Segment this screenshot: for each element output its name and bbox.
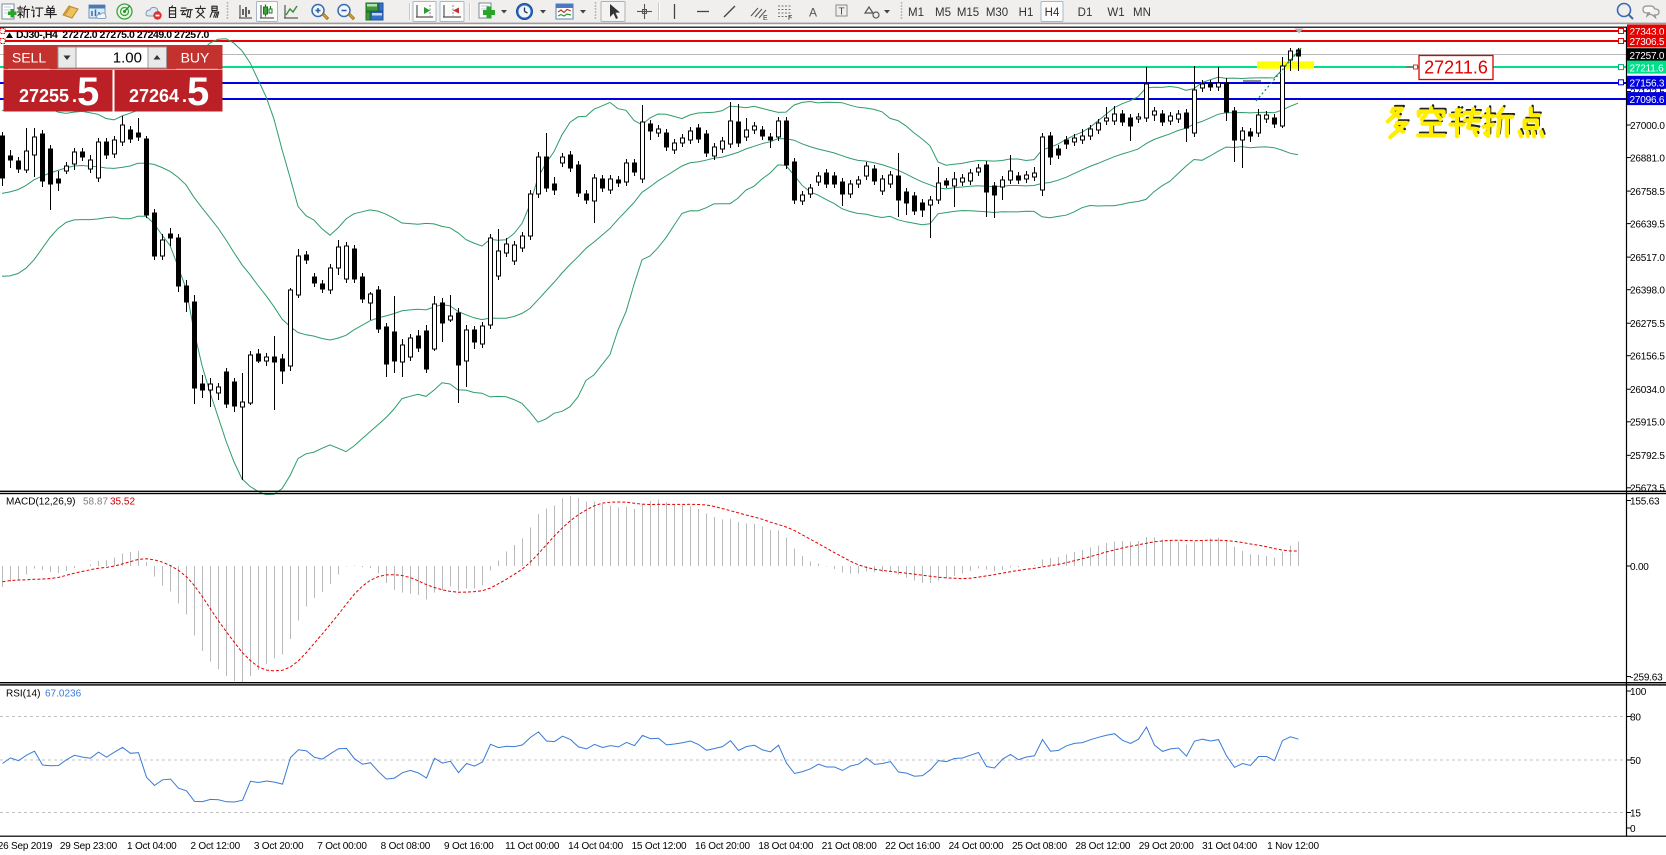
svg-text:3 Oct 20:00: 3 Oct 20:00 xyxy=(254,841,304,852)
svg-text:58.87: 58.87 xyxy=(83,497,108,508)
svg-text:26275.5: 26275.5 xyxy=(1630,319,1665,330)
svg-text:0.00: 0.00 xyxy=(1630,562,1649,573)
svg-text:9 Oct 16:00: 9 Oct 16:00 xyxy=(444,841,494,852)
svg-text:29 Oct 20:00: 29 Oct 20:00 xyxy=(1139,841,1194,852)
svg-text:26881.0: 26881.0 xyxy=(1630,153,1665,164)
svg-text:29 Sep 23:00: 29 Sep 23:00 xyxy=(60,841,118,852)
svg-text:27255: 27255 xyxy=(19,86,69,106)
svg-text:15: 15 xyxy=(1630,808,1641,819)
svg-text:22 Oct 16:00: 22 Oct 16:00 xyxy=(885,841,940,852)
svg-text:26639.5: 26639.5 xyxy=(1630,219,1665,230)
svg-text:27306.5: 27306.5 xyxy=(1630,37,1665,48)
svg-text:M15: M15 xyxy=(957,7,979,19)
svg-text:SELL: SELL xyxy=(12,50,46,66)
svg-text:1.00: 1.00 xyxy=(113,50,142,67)
svg-text:1 Oct 04:00: 1 Oct 04:00 xyxy=(127,841,177,852)
svg-text:27156.3: 27156.3 xyxy=(1630,79,1665,90)
svg-text:80: 80 xyxy=(1630,712,1641,723)
svg-text:18 Oct 04:00: 18 Oct 04:00 xyxy=(758,841,813,852)
svg-text:DJ30-,H4 27272.0 27275.0 2724: DJ30-,H4 27272.0 27275.0 27249.0 27257.0 xyxy=(16,29,210,41)
svg-text:11 Oct 00:00: 11 Oct 00:00 xyxy=(505,841,560,852)
svg-text:25673.5: 25673.5 xyxy=(1630,484,1665,495)
svg-text:M30: M30 xyxy=(986,7,1008,19)
svg-text:D1: D1 xyxy=(1078,7,1093,19)
svg-text:0: 0 xyxy=(1630,824,1636,835)
svg-text:100: 100 xyxy=(1630,687,1647,698)
svg-text:M1: M1 xyxy=(908,7,924,19)
svg-text:BUY: BUY xyxy=(181,50,210,66)
svg-text:27264: 27264 xyxy=(129,86,179,106)
svg-text:1 Nov 12:00: 1 Nov 12:00 xyxy=(1267,841,1319,852)
svg-text:27257.0: 27257.0 xyxy=(1630,51,1665,62)
svg-text:26517.0: 26517.0 xyxy=(1630,253,1665,264)
svg-text:27343.0: 27343.0 xyxy=(1630,27,1665,38)
svg-text:5: 5 xyxy=(187,70,209,114)
svg-text:50: 50 xyxy=(1630,756,1641,767)
svg-text:26034.0: 26034.0 xyxy=(1630,385,1665,396)
svg-text:F: F xyxy=(788,15,792,22)
svg-text:14 Oct 04:00: 14 Oct 04:00 xyxy=(568,841,623,852)
svg-text:2 Oct 12:00: 2 Oct 12:00 xyxy=(190,841,240,852)
svg-text:E: E xyxy=(763,15,768,22)
svg-text:MN: MN xyxy=(1133,7,1151,19)
svg-text:21 Oct 08:00: 21 Oct 08:00 xyxy=(822,841,877,852)
svg-text:7 Oct 00:00: 7 Oct 00:00 xyxy=(317,841,367,852)
svg-text:26398.0: 26398.0 xyxy=(1630,286,1665,297)
svg-text:M5: M5 xyxy=(935,7,951,19)
svg-text:27096.6: 27096.6 xyxy=(1630,95,1665,106)
svg-text:-259.63: -259.63 xyxy=(1630,672,1663,683)
svg-text:8 Oct 08:00: 8 Oct 08:00 xyxy=(381,841,431,852)
svg-text:26156.5: 26156.5 xyxy=(1630,352,1665,363)
svg-text:MACD(12,26,9): MACD(12,26,9) xyxy=(6,497,75,508)
svg-text:.: . xyxy=(72,86,77,106)
svg-text:24 Oct 00:00: 24 Oct 00:00 xyxy=(949,841,1004,852)
svg-text:31 Oct 04:00: 31 Oct 04:00 xyxy=(1202,841,1257,852)
svg-text:28 Oct 12:00: 28 Oct 12:00 xyxy=(1075,841,1130,852)
svg-text:26758.5: 26758.5 xyxy=(1630,187,1665,198)
svg-text:25915.0: 25915.0 xyxy=(1630,418,1665,429)
svg-text:T: T xyxy=(839,7,845,18)
svg-text:35.52: 35.52 xyxy=(110,497,135,508)
svg-text:25792.5: 25792.5 xyxy=(1630,451,1665,462)
svg-text:16 Oct 20:00: 16 Oct 20:00 xyxy=(695,841,750,852)
svg-text:27000.0: 27000.0 xyxy=(1630,121,1665,132)
svg-text:H4: H4 xyxy=(1045,7,1060,19)
svg-text:15 Oct 12:00: 15 Oct 12:00 xyxy=(632,841,687,852)
svg-text:W1: W1 xyxy=(1107,7,1124,19)
svg-text:26 Sep 2019: 26 Sep 2019 xyxy=(0,841,53,852)
svg-text:67.0236: 67.0236 xyxy=(45,689,82,700)
svg-text:27211.6: 27211.6 xyxy=(1424,58,1488,78)
svg-text:155.63: 155.63 xyxy=(1630,496,1660,507)
svg-text:5: 5 xyxy=(77,70,99,114)
svg-text:H1: H1 xyxy=(1019,7,1034,19)
svg-text:27211.6: 27211.6 xyxy=(1630,63,1665,74)
svg-text:RSI(14): RSI(14) xyxy=(6,689,40,700)
svg-text:A: A xyxy=(809,6,817,20)
svg-text:.: . xyxy=(182,86,187,106)
svg-text:25 Oct 08:00: 25 Oct 08:00 xyxy=(1012,841,1067,852)
